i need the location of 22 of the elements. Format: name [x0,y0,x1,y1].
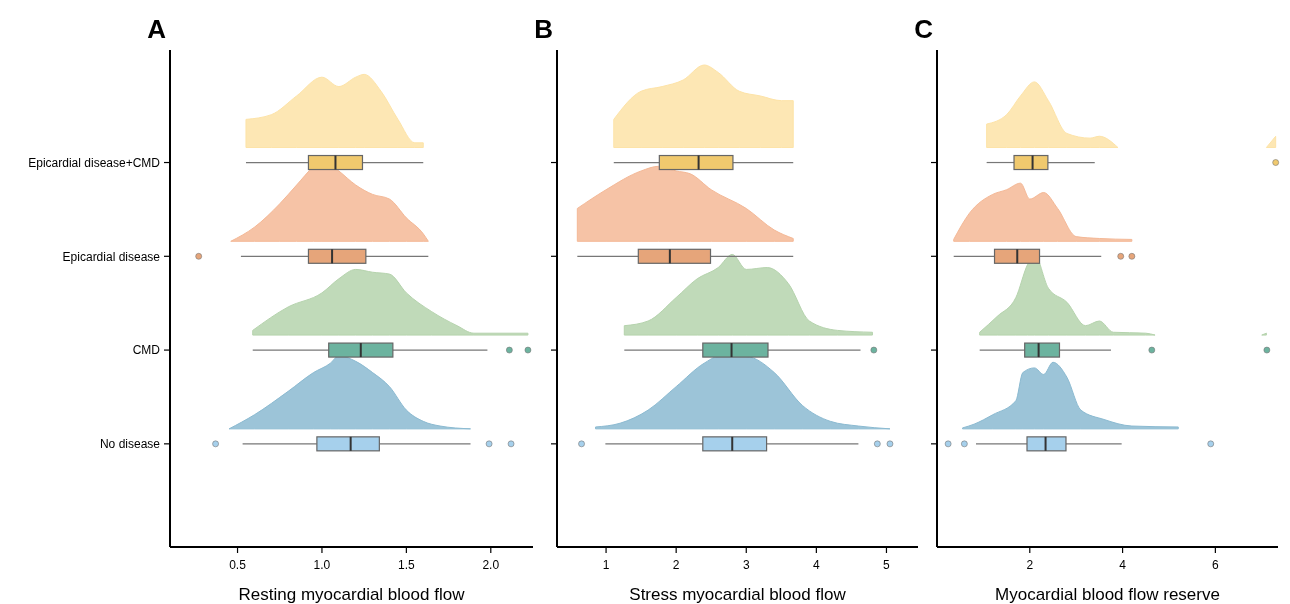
x-tick-label: 2 [1026,558,1034,572]
y-tick-label: CMD [132,343,161,358]
x-tick-label: 1.0 [313,558,331,572]
x-axis-title: Myocardial blood flow reserve [995,585,1220,604]
x-tick-label: 0.5 [229,558,247,572]
chart-title: C [914,14,934,44]
x-tick-label: 2 [672,558,680,572]
x-axis-title: Resting myocardial blood flow [238,585,466,604]
y-tick-label: Epicardial disease+CMD [28,155,161,170]
x-tick-label: 4 [813,558,821,572]
x-tick-label: 1 [602,558,610,572]
x-tick-label: 6 [1212,558,1220,572]
x-tick-label: 4 [1119,558,1127,572]
x-tick-label: 5 [883,558,891,572]
y-tick-label: No disease [99,437,161,452]
x-tick-label: 2.0 [482,558,500,572]
x-tick-label: 3 [742,558,750,572]
x-axis-title: Stress myocardial blood flow [629,585,847,604]
y-tick-label: Epicardial disease [62,249,161,264]
chart-title: B [534,14,553,44]
chart-title: A [147,14,167,44]
x-tick-label: 1.5 [398,558,416,572]
